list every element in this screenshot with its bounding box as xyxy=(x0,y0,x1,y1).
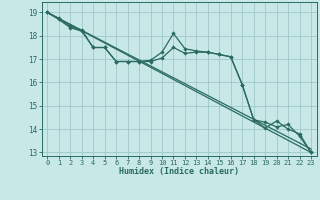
X-axis label: Humidex (Indice chaleur): Humidex (Indice chaleur) xyxy=(119,167,239,176)
